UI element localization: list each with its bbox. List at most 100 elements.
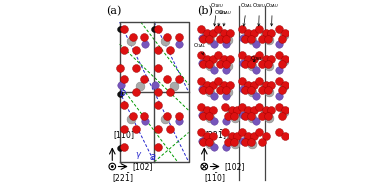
Point [225, 140, 231, 143]
Point [268, 57, 274, 60]
Point [221, 83, 227, 86]
Point [282, 109, 289, 112]
Point [268, 32, 274, 35]
Point [259, 63, 265, 66]
Point [244, 111, 250, 114]
Point [209, 32, 216, 35]
Point [223, 63, 229, 66]
Point [116, 147, 123, 150]
Point [282, 57, 289, 60]
Point [175, 114, 181, 117]
Point [163, 114, 170, 117]
Point [221, 57, 227, 60]
Point [206, 89, 212, 92]
Point [200, 37, 206, 40]
Text: a: a [150, 152, 156, 162]
Point [281, 85, 287, 88]
Point [209, 57, 216, 60]
Point [259, 140, 265, 143]
Point [253, 94, 259, 97]
Point [249, 91, 255, 93]
Point [206, 140, 212, 143]
Point [176, 43, 183, 46]
Point [198, 54, 204, 57]
Point [209, 109, 216, 112]
Text: [102]: [102] [225, 162, 245, 171]
Point [215, 28, 221, 31]
Point [276, 54, 282, 57]
Point [207, 116, 213, 119]
Point [223, 43, 229, 46]
Point [244, 59, 250, 62]
Point [266, 65, 272, 68]
Point [142, 120, 149, 123]
Circle shape [112, 166, 113, 167]
Point [222, 105, 229, 108]
Point [175, 35, 181, 38]
Point [232, 116, 238, 119]
Point [240, 114, 247, 116]
Point [211, 94, 218, 97]
Point [155, 28, 162, 31]
Point [155, 67, 162, 70]
Point [227, 137, 234, 139]
Point [118, 83, 124, 86]
Point [127, 40, 134, 43]
Point [167, 48, 173, 51]
Point [203, 109, 210, 112]
Text: [22$\bar{1}$]: [22$\bar{1}$] [112, 172, 134, 184]
Point [241, 140, 248, 143]
Point [262, 59, 268, 62]
Point [142, 114, 148, 117]
Point [245, 135, 252, 138]
Point [251, 83, 258, 86]
Text: O$_{2BL}$: O$_{2BL}$ [250, 54, 263, 63]
Text: O$_{2BU}$: O$_{2BU}$ [252, 1, 267, 26]
Point [133, 91, 139, 93]
Point [137, 84, 143, 87]
Point [282, 83, 289, 86]
Point [163, 78, 170, 81]
Text: O$_{1AL}$: O$_{1AL}$ [193, 41, 206, 55]
Circle shape [109, 163, 116, 170]
Point [155, 146, 162, 149]
Point [175, 78, 181, 81]
Point [276, 43, 282, 46]
Point [221, 32, 227, 35]
Point [225, 114, 231, 117]
Point [211, 68, 218, 71]
Point [263, 62, 269, 65]
Point [223, 94, 229, 97]
Point [276, 94, 282, 97]
Point [256, 28, 263, 31]
Point [162, 117, 168, 120]
Point [249, 142, 255, 145]
Point [281, 59, 287, 62]
Point [240, 36, 247, 39]
Point [198, 79, 204, 82]
Point [227, 111, 234, 114]
Point [220, 33, 226, 36]
Point [262, 135, 269, 138]
Point [266, 39, 272, 42]
Point [230, 114, 237, 117]
Point [276, 79, 282, 82]
Point [239, 105, 245, 108]
Point [155, 48, 162, 51]
Point [142, 43, 149, 46]
Point [198, 131, 204, 134]
Point [253, 43, 259, 46]
Point [276, 28, 282, 31]
Point [251, 109, 258, 112]
Point [249, 65, 255, 68]
Point [245, 57, 252, 60]
Point [203, 111, 209, 114]
Point [163, 35, 170, 38]
Point [263, 114, 269, 116]
Point [198, 28, 204, 31]
Text: O$_{1AU}$: O$_{1AU}$ [218, 9, 232, 26]
Point [220, 85, 226, 88]
Point [121, 78, 127, 81]
Point [229, 109, 235, 112]
Point [241, 63, 248, 66]
